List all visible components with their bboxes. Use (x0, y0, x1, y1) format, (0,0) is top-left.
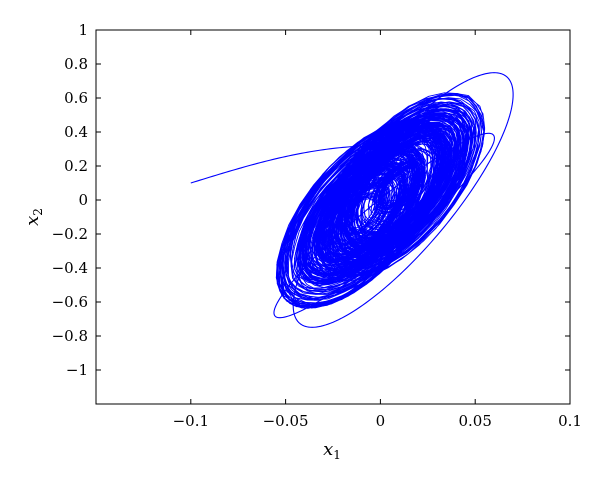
y-tick-label: 0.6 (64, 89, 88, 107)
y-tick-label: 1 (78, 21, 88, 39)
x-tick-label: 0.1 (558, 412, 582, 430)
y-tick-label: −0.6 (52, 293, 88, 311)
y-tick-label: 0.8 (64, 55, 88, 73)
y-tick-label: −1 (66, 361, 88, 379)
y-tick-label: −0.8 (52, 327, 88, 345)
x-tick-label: −0.05 (263, 412, 309, 430)
y-tick-label: 0.2 (64, 157, 88, 175)
y-axis-label: x2 (22, 208, 45, 226)
trajectory-attractor-segment (307, 130, 449, 275)
tick-layer: −0.1 −0.05 0 0.05 0.1 1 0.8 0.6 0.4 0.2 0 −0.2 −0.4 −… (52, 21, 582, 430)
x-axis-label: x1 (323, 439, 341, 462)
plot-frame (95, 29, 571, 405)
x-tick-label: −0.1 (173, 412, 209, 430)
x-tick-label: 0.05 (458, 412, 491, 430)
y-tick-label: −0.4 (52, 259, 88, 277)
y-tick-label: −0.2 (52, 225, 88, 243)
trajectory-layer (190, 72, 514, 328)
y-tick-label: 0 (78, 191, 88, 209)
y-tick-label: 0.4 (64, 123, 88, 141)
x-tick-label: 0 (376, 412, 386, 430)
trajectory-initial-arm (190, 145, 381, 184)
